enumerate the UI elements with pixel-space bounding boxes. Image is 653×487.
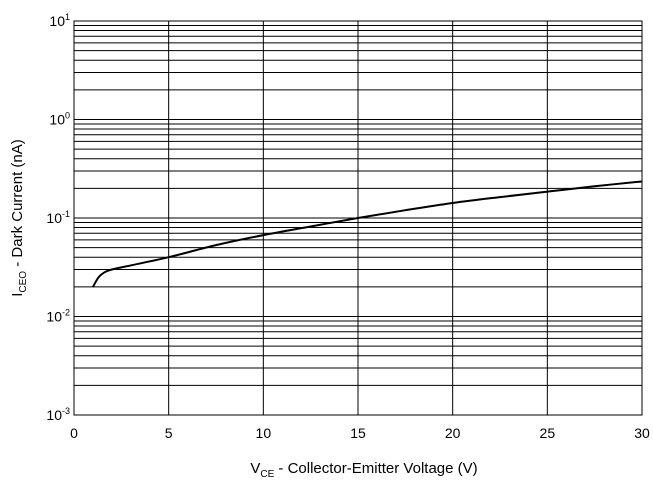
y-tick-label: 100 bbox=[49, 111, 70, 128]
x-tick-label: 15 bbox=[350, 425, 366, 441]
x-tick-labels: 0 5 10 15 20 25 30 bbox=[70, 425, 650, 441]
x-tick-label: 20 bbox=[445, 425, 461, 441]
series-line bbox=[92, 180, 643, 288]
chart-grid bbox=[73, 20, 643, 416]
x-tick-label: 5 bbox=[165, 425, 173, 441]
y-tick-label: 10-3 bbox=[46, 406, 70, 423]
plot-frame bbox=[73, 20, 643, 416]
x-tick-label: 10 bbox=[256, 425, 272, 441]
x-tick-label: 30 bbox=[634, 425, 650, 441]
y-tick-label: 10-2 bbox=[46, 308, 70, 325]
x-tick-label: 25 bbox=[540, 425, 556, 441]
series-layer bbox=[92, 180, 643, 288]
x-tick-label: 0 bbox=[70, 425, 78, 441]
y-tick-label: 10-1 bbox=[46, 209, 70, 226]
x-axis-label: VCE - Collector-Emitter Voltage (V) bbox=[250, 460, 477, 480]
y-tick-labels: 10-3 10-2 10-1 100 101 bbox=[46, 12, 70, 423]
y-axis-label: ICEO - Dark Current (nA) bbox=[9, 139, 29, 297]
y-tick-label: 101 bbox=[49, 12, 70, 29]
